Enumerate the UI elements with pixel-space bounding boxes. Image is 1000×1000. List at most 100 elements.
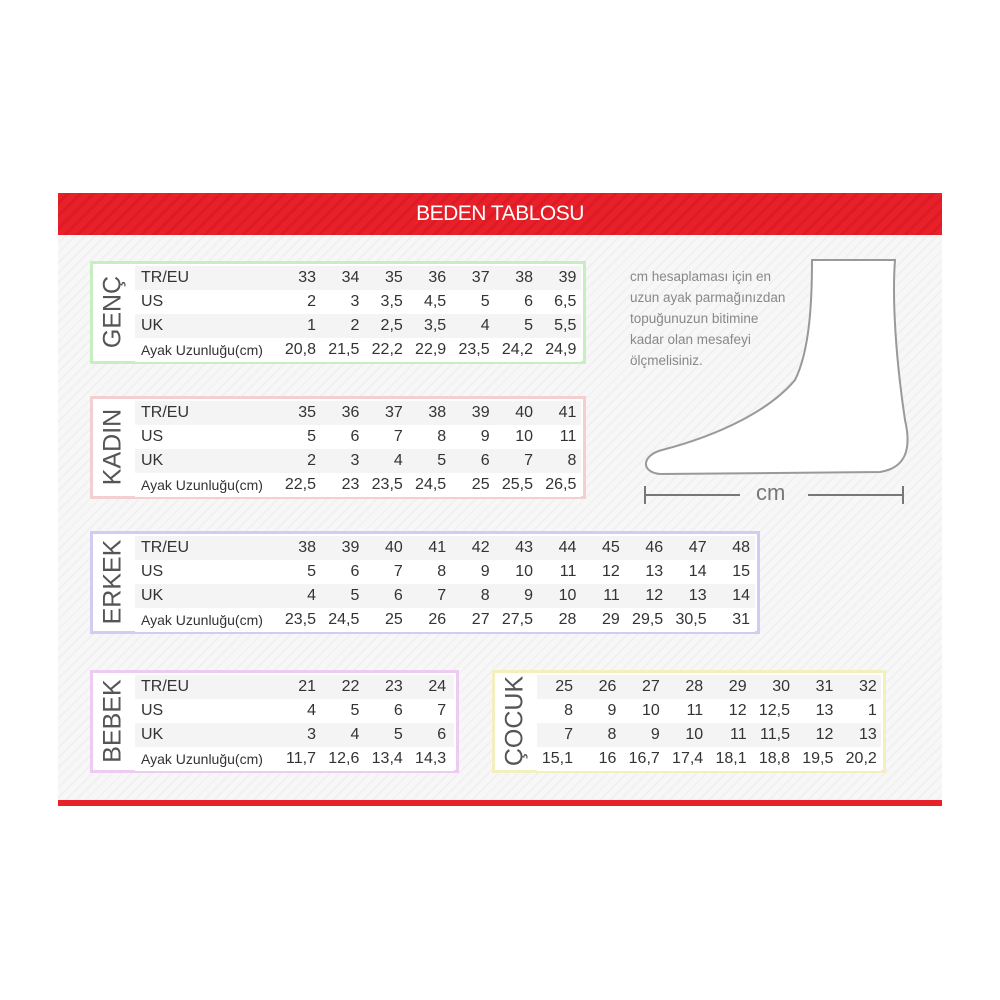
size-value: 5 — [307, 563, 316, 580]
size-value: 15 — [732, 563, 750, 580]
size-table: ERKEK TR/EU 38 39 40 41 42 43 44 45 46 47 48 US 5 6 7 8 9 1… — [90, 531, 760, 634]
size-value: 11 — [686, 702, 704, 719]
size-table: ÇOCUK 25 26 27 28 29 30 31 32 8 9 10 11 12 12,5 13 1 7 8 9 1… — [492, 670, 886, 773]
row-label: UK — [141, 452, 164, 469]
size-value: 33 — [298, 269, 316, 286]
size-value: 36 — [341, 404, 360, 421]
size-value: 10 — [515, 563, 533, 580]
size-value: 38 — [428, 404, 447, 421]
size-value: 11 — [559, 563, 577, 580]
row-label: TR/EU — [141, 404, 189, 421]
size-value: 11,5 — [760, 726, 790, 743]
table-row: US 5 6 7 8 9 10 11 — [135, 425, 581, 449]
size-value: 24,5 — [328, 611, 360, 628]
size-value: 6,5 — [554, 293, 577, 310]
size-value: 17,4 — [672, 750, 704, 767]
row-label: US — [141, 428, 164, 445]
size-value: 4 — [480, 317, 490, 334]
size-value: 30 — [772, 678, 790, 695]
size-value: 5 — [524, 317, 533, 334]
size-value: 25,5 — [501, 476, 533, 493]
size-value: 9 — [650, 726, 660, 743]
size-value: 18,8 — [758, 750, 790, 767]
size-value: 29,5 — [632, 611, 664, 628]
size-value: 39 — [341, 539, 360, 556]
size-value: 29 — [602, 611, 620, 628]
table-row: Ayak Uzunluğu(cm) 11,7 12,6 13,4 14,3 — [135, 747, 454, 771]
size-value: 5 — [480, 293, 490, 310]
size-value: 12 — [815, 726, 834, 743]
size-value: 22,2 — [371, 341, 403, 358]
size-value: 35 — [298, 404, 316, 421]
row-label: US — [141, 563, 164, 580]
size-value: 31 — [732, 611, 750, 628]
size-value: 6 — [350, 428, 360, 445]
size-value: 24,5 — [415, 476, 447, 493]
size-value: 11 — [559, 428, 577, 445]
table-row: 25 26 27 28 29 30 31 32 — [537, 675, 881, 699]
table-row: UK 1 2 2,5 3,5 4 5 5,5 — [135, 314, 581, 338]
size-value: 23 — [341, 476, 360, 493]
table-row: US 4 5 6 7 — [135, 699, 454, 723]
size-value: 8 — [480, 587, 490, 604]
size-value: 7 — [437, 587, 447, 604]
size-value: 2,5 — [380, 317, 403, 334]
size-value: 16 — [598, 750, 617, 767]
size-value: 26 — [428, 611, 447, 628]
size-value: 24,9 — [545, 341, 577, 358]
size-value: 37 — [385, 404, 403, 421]
size-value: 16,7 — [628, 750, 660, 767]
size-value: 9 — [524, 587, 533, 604]
size-value: 23,5 — [284, 611, 316, 628]
table-row: TR/EU 21 22 23 24 — [135, 675, 454, 699]
size-value: 5 — [393, 726, 403, 743]
size-value: 5 — [350, 587, 360, 604]
row-label: Ayak Uzunluğu(cm) — [141, 342, 263, 358]
row-label: Ayak Uzunluğu(cm) — [141, 477, 263, 493]
size-value: 3 — [350, 452, 360, 469]
row-label: TR/EU — [141, 539, 189, 556]
size-value: 8 — [607, 726, 617, 743]
size-value: 40 — [515, 404, 533, 421]
size-value: 10 — [642, 702, 660, 719]
size-value: 23 — [385, 678, 403, 695]
size-value: 47 — [688, 539, 707, 556]
size-value: 6 — [437, 726, 447, 743]
table-row: 7 8 9 10 11 11,5 12 13 — [537, 723, 881, 747]
size-value: 38 — [515, 269, 533, 286]
size-value: 22,9 — [415, 341, 447, 358]
size-value: 36 — [428, 269, 447, 286]
size-value: 23,5 — [458, 341, 490, 358]
foot-outline — [645, 259, 909, 476]
row-label: TR/EU — [141, 269, 189, 286]
size-value: 4 — [350, 726, 360, 743]
size-value: 29 — [728, 678, 747, 695]
size-value: 7 — [524, 452, 533, 469]
table-row: TR/EU 33 34 35 36 37 38 39 — [135, 266, 581, 290]
size-value: 25 — [471, 476, 490, 493]
size-value: 42 — [471, 539, 490, 556]
size-value: 20,8 — [284, 341, 316, 358]
size-value: 20,2 — [845, 750, 877, 767]
size-value: 2 — [307, 452, 316, 469]
size-value: 9 — [480, 428, 490, 445]
size-value: 6 — [524, 293, 533, 310]
size-value: 13,4 — [371, 750, 403, 767]
row-label: UK — [141, 726, 164, 743]
size-value: 4 — [393, 452, 403, 469]
size-value: 12 — [728, 702, 747, 719]
size-value: 7 — [437, 702, 447, 719]
size-value: 13 — [688, 587, 707, 604]
size-value: 48 — [732, 539, 750, 556]
size-value: 39 — [471, 404, 490, 421]
size-value: 5 — [307, 428, 316, 445]
size-value: 2 — [350, 317, 360, 334]
size-value: 40 — [385, 539, 403, 556]
size-value: 13 — [815, 702, 834, 719]
size-value: 12,5 — [758, 702, 790, 719]
table-row: Ayak Uzunluğu(cm) 20,8 21,5 22,2 22,9 23,5 24,… — [135, 338, 581, 362]
size-table: BEBEK TR/EU 21 22 23 24 US 4 5 6 7 UK 3 4 5 6 Ayak Uzunl… — [90, 670, 459, 773]
size-value: 12 — [645, 587, 664, 604]
size-value: 30,5 — [675, 611, 707, 628]
